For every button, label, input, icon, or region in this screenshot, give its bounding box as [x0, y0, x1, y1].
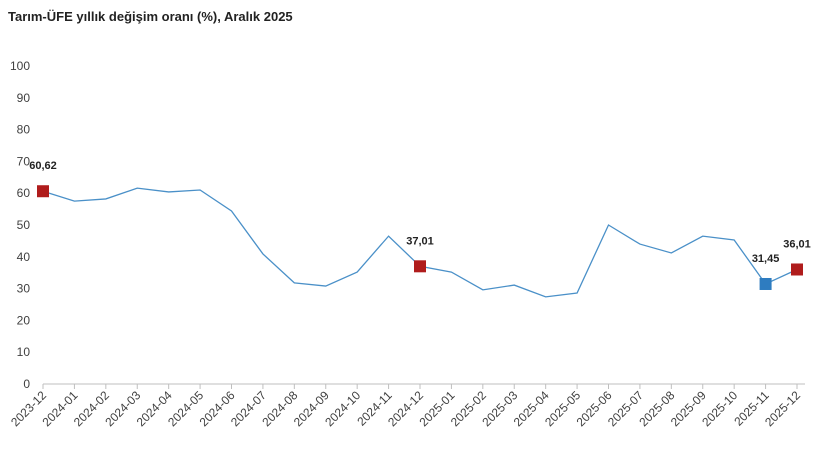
marker: [37, 185, 49, 198]
marker: [791, 263, 803, 276]
y-tick-label: 80: [17, 123, 31, 137]
value-label: 31,45: [752, 253, 780, 265]
value-label: 60,62: [29, 160, 57, 172]
marker: [759, 277, 772, 290]
marker: [414, 260, 426, 273]
y-tick-label: 60: [17, 186, 31, 200]
value-label: 36,01: [783, 238, 811, 250]
y-tick-label: 70: [17, 154, 31, 168]
y-tick-label: 40: [17, 250, 31, 264]
y-tick-label: 50: [17, 218, 31, 232]
y-tick-label: 10: [17, 345, 31, 359]
y-tick-label: 0: [23, 377, 30, 391]
x-tick-label: 2025-12: [762, 388, 803, 429]
y-tick-label: 20: [17, 313, 31, 327]
y-tick-label: 100: [10, 59, 30, 73]
value-label: 37,01: [406, 235, 434, 247]
chart-title: Tarım-ÜFE yıllık değişim oranı (%), Aral…: [8, 9, 293, 24]
y-tick-label: 90: [17, 91, 31, 105]
y-tick-label: 30: [17, 282, 31, 296]
